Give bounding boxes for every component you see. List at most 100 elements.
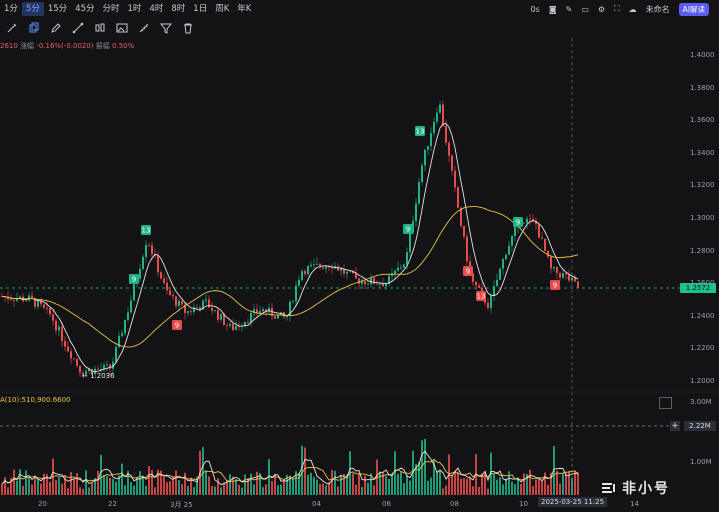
volume-bar <box>328 482 330 495</box>
camera-icon[interactable]: ◙ <box>548 4 557 14</box>
candle-body <box>298 279 300 286</box>
time-tick: 3月 25 <box>170 501 193 509</box>
volume-bar <box>502 484 504 495</box>
timeframe-9[interactable]: 周K <box>215 4 230 14</box>
trash-icon[interactable] <box>182 22 194 34</box>
candle-body <box>214 310 216 311</box>
volume-bar <box>40 483 42 495</box>
volume-bar <box>85 470 87 495</box>
ruler-icon[interactable] <box>138 22 150 34</box>
candle-body <box>454 170 456 188</box>
image-icon[interactable] <box>116 22 128 34</box>
volume-bar <box>433 460 435 495</box>
window-icon[interactable]: ▭ <box>581 4 589 14</box>
settings-icon[interactable]: ⚙ <box>597 4 606 14</box>
volume-bar <box>316 479 318 495</box>
candles-icon[interactable] <box>94 22 106 34</box>
volume-bar <box>565 473 567 495</box>
candle-body <box>271 307 273 317</box>
time-tick: 22 <box>108 500 117 508</box>
volume-bar <box>82 488 84 495</box>
timeframe-1[interactable]: 5分 <box>21 2 44 16</box>
pencil-icon[interactable] <box>50 22 62 34</box>
layout-name[interactable]: 未命名 <box>645 4 670 14</box>
volume-bar <box>232 476 234 495</box>
candle-body <box>340 268 342 271</box>
time-tick: 10 <box>519 500 528 508</box>
volume-tick-1m: 1.00M <box>690 458 712 466</box>
candle-body <box>487 302 489 309</box>
candle-body <box>64 340 66 347</box>
timeframe-2[interactable]: 15分 <box>47 4 68 14</box>
volume-bar <box>286 474 288 495</box>
volume-bar <box>304 447 306 495</box>
candle-body <box>502 259 504 269</box>
volume-bar <box>319 483 321 495</box>
timeframe-3[interactable]: 45分 <box>75 4 95 14</box>
volume-bar <box>556 470 558 495</box>
candle-body <box>115 347 117 363</box>
candle-body <box>427 146 429 150</box>
candle-body <box>478 285 480 288</box>
time-tick: 20 <box>38 500 47 508</box>
price-tick: 1.2200 <box>690 344 715 353</box>
volume-bar <box>535 479 537 495</box>
volume-bar <box>73 479 75 495</box>
timeframe-7[interactable]: 8时 <box>171 4 186 14</box>
volume-bar <box>115 481 117 495</box>
candle-body <box>496 279 498 287</box>
volume-bar <box>325 485 327 495</box>
line-icon[interactable] <box>72 22 84 34</box>
signal-badge <box>476 291 486 301</box>
candle-body <box>571 277 573 281</box>
timeframe-8[interactable]: 1日 <box>193 4 208 14</box>
brush-icon[interactable] <box>6 22 18 34</box>
volume-bar <box>217 478 219 495</box>
volume-bar <box>226 479 228 495</box>
candle-body <box>199 307 201 310</box>
signal-label: 13 <box>142 227 151 235</box>
filter-icon[interactable] <box>160 22 172 34</box>
volume-bar <box>262 487 264 495</box>
candle-body <box>403 264 405 268</box>
timeframe-0[interactable]: 1分 <box>4 4 18 14</box>
volume-bar <box>28 476 30 495</box>
candle-body <box>511 235 513 246</box>
candle-body <box>526 218 528 224</box>
edit-icon[interactable]: ✎ <box>565 4 573 14</box>
pane-maximize-button[interactable] <box>659 397 672 409</box>
volume-bar <box>499 477 501 495</box>
cloud-icon[interactable]: ☁ <box>628 4 637 14</box>
volume-bar <box>7 487 9 495</box>
candle-body <box>433 121 435 134</box>
candle-body <box>286 315 288 318</box>
candle-body <box>373 277 375 284</box>
candle-body <box>142 256 144 269</box>
volume-bar <box>412 450 414 495</box>
copy-icon[interactable] <box>28 22 40 34</box>
ai-interpret-button[interactable]: AI解读 <box>678 2 709 16</box>
candle-body <box>481 287 483 293</box>
volume-bar <box>208 476 210 495</box>
signal-label: 13 <box>416 128 425 136</box>
volume-bar <box>463 478 465 495</box>
candle-body <box>268 307 270 313</box>
fullscreen-icon[interactable]: ⛶ <box>614 4 620 13</box>
volume-bar <box>403 483 405 495</box>
candle-body <box>13 299 15 301</box>
candle-body <box>31 295 33 298</box>
signal-label: 9 <box>553 282 557 290</box>
volume-bar <box>241 487 243 495</box>
timeframe-4[interactable]: 分时 <box>102 4 120 14</box>
candle-body <box>400 267 402 269</box>
timeframe-6[interactable]: 4时 <box>149 4 164 14</box>
timeframe-5[interactable]: 1时 <box>127 4 142 14</box>
candle-body <box>304 271 306 275</box>
volume-bar <box>562 473 564 495</box>
add-indicator-button[interactable]: + <box>670 421 680 431</box>
candle-body <box>7 296 9 300</box>
timeframe-10[interactable]: 年K <box>237 4 252 14</box>
volume-bar <box>157 469 159 495</box>
volume-bar <box>178 480 180 495</box>
